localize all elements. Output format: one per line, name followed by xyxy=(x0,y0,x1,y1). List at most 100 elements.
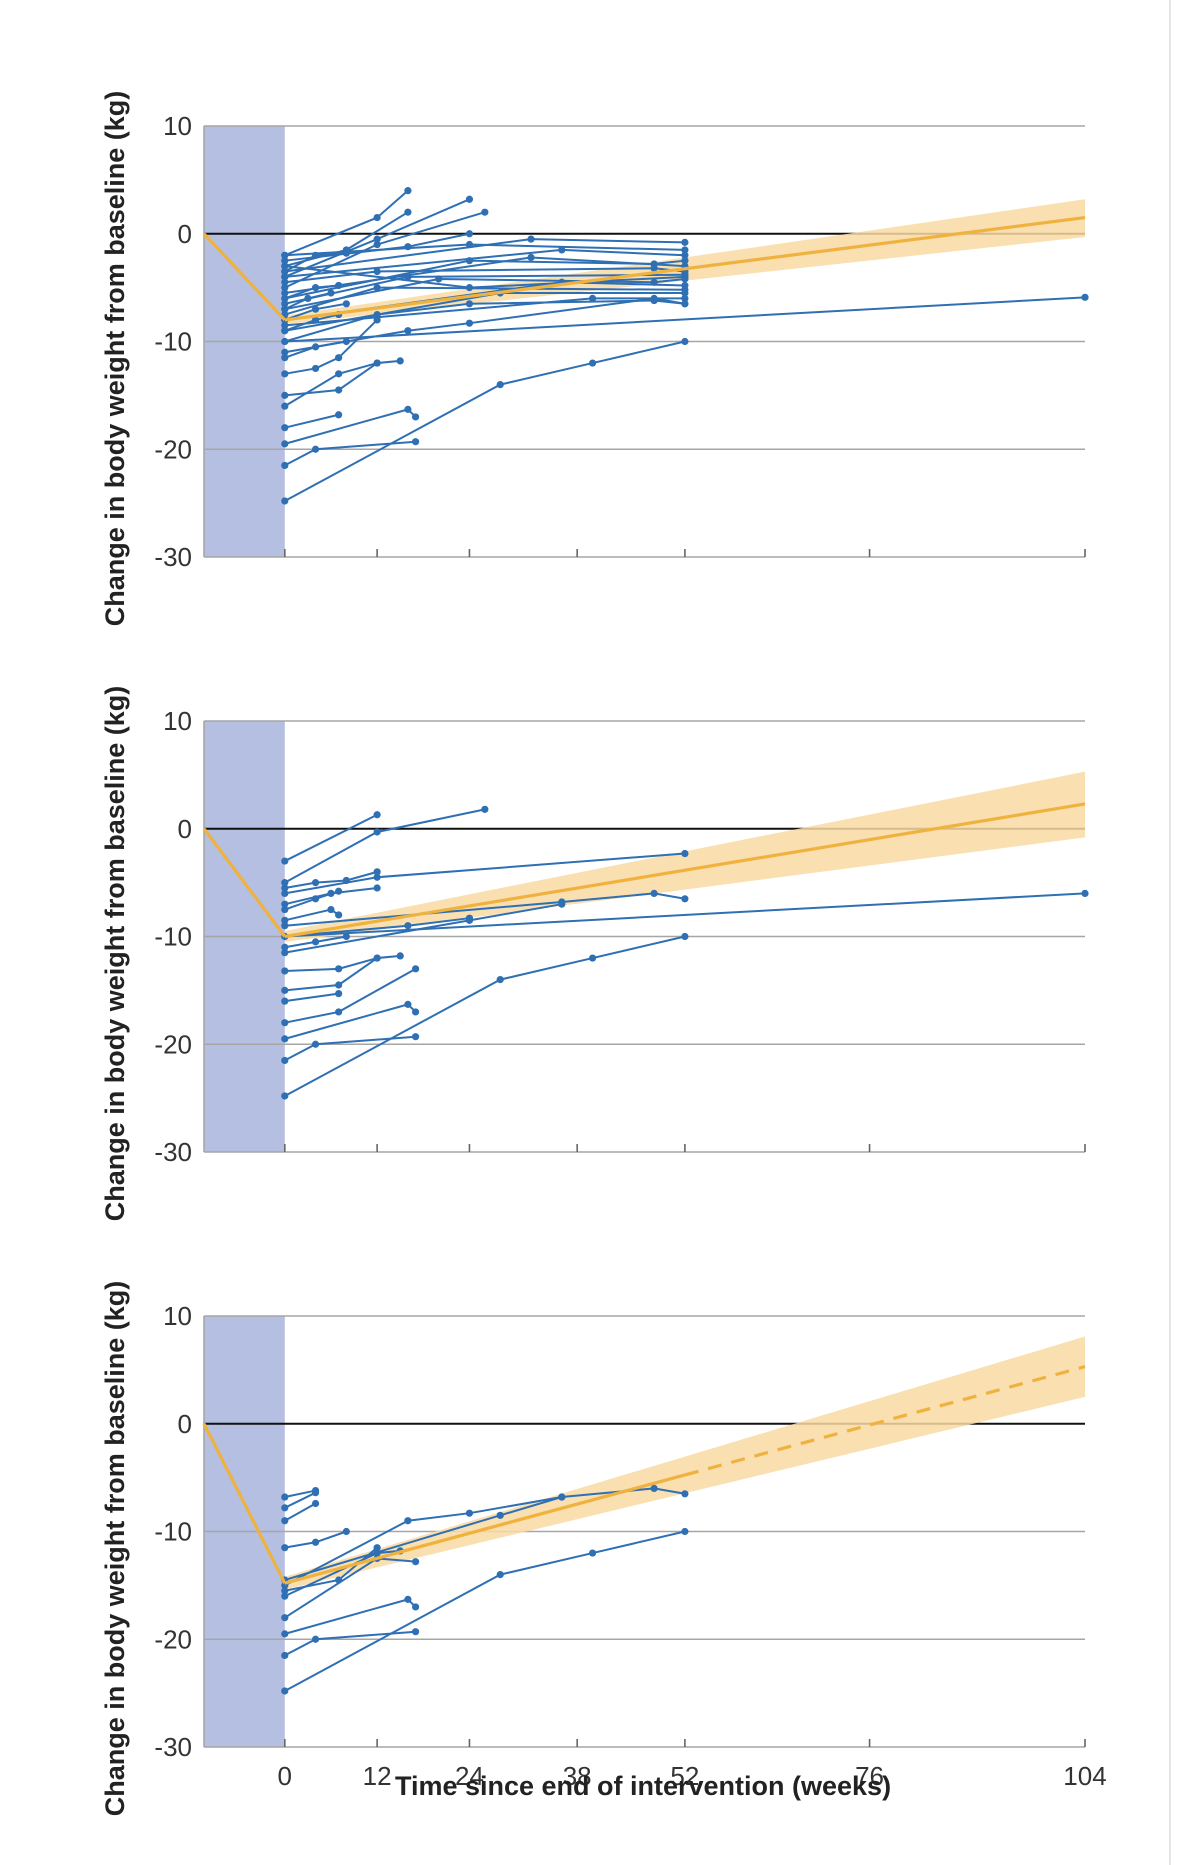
participant-point xyxy=(404,922,412,930)
participant-point xyxy=(281,284,289,292)
participant-point xyxy=(281,1504,289,1512)
x-tick-label: 52 xyxy=(670,1761,699,1791)
participant-point xyxy=(281,922,289,930)
y-axis-title: Change in body weight from baseline (kg) xyxy=(100,686,130,1222)
participant-point xyxy=(281,967,289,975)
y-tick-label: 10 xyxy=(163,706,192,736)
y-tick-label: -30 xyxy=(154,1732,192,1762)
y-tick-label: 10 xyxy=(163,1301,192,1331)
participant-line xyxy=(284,992,339,1003)
participant-point xyxy=(681,895,689,903)
participant-point xyxy=(650,264,658,272)
participant-point xyxy=(281,300,289,308)
participant-point xyxy=(335,1008,343,1016)
plot-panel-1: 10 0 -10 -20 -30 Change in body weight from b… xyxy=(100,91,1089,627)
participant-point xyxy=(311,364,320,373)
participant-point xyxy=(681,238,689,246)
participant-point xyxy=(281,278,289,286)
participant-point xyxy=(281,348,289,356)
participant-point xyxy=(281,337,289,346)
participant-point xyxy=(558,900,566,908)
participant-point xyxy=(465,914,474,922)
participant-point xyxy=(465,1509,474,1517)
participant-point xyxy=(588,1549,597,1557)
participant-point xyxy=(681,300,689,308)
participant-point xyxy=(311,1040,320,1048)
participant-point xyxy=(496,1571,504,1579)
participant-point xyxy=(404,1595,412,1603)
participant-point xyxy=(411,413,420,421)
y-axis-title: Change in body weight from baseline (kg) xyxy=(100,91,130,627)
participant-point xyxy=(411,1603,420,1611)
participant-point xyxy=(411,1558,420,1566)
participant-point xyxy=(1081,293,1089,301)
participant-point xyxy=(588,294,597,302)
participant-line xyxy=(284,413,339,429)
participant-point xyxy=(281,289,289,297)
participant-point xyxy=(342,300,350,308)
participant-point xyxy=(281,997,289,1005)
participant-point xyxy=(342,932,350,941)
participant-point xyxy=(335,386,343,394)
participant-point xyxy=(281,424,289,432)
participant-point xyxy=(281,1614,289,1622)
participant-point xyxy=(281,321,289,329)
participant-line xyxy=(284,813,378,862)
participant-point xyxy=(650,294,658,302)
participant-line xyxy=(284,954,401,972)
participant-point xyxy=(281,900,289,908)
participant-point xyxy=(281,905,289,914)
participant-point xyxy=(311,316,320,324)
participant-point xyxy=(311,879,320,887)
participant-point xyxy=(1081,889,1089,898)
participant-point xyxy=(373,240,381,249)
participant-point xyxy=(404,273,412,281)
participant-line xyxy=(284,362,378,408)
trend-line-regain xyxy=(284,216,1086,322)
participant-point xyxy=(411,965,420,973)
participant-point xyxy=(681,849,689,858)
participant-point xyxy=(481,805,489,813)
participant-point xyxy=(342,337,350,346)
participant-point xyxy=(373,359,381,367)
participant-point xyxy=(311,1499,320,1508)
participant-line xyxy=(284,278,685,311)
participant-point xyxy=(681,337,689,346)
confidence-band xyxy=(284,1336,1085,1590)
participant-point xyxy=(311,895,320,903)
participant-point xyxy=(404,1517,412,1525)
y-tick-label: -20 xyxy=(154,434,192,464)
participant-point xyxy=(496,381,504,389)
participant-point xyxy=(281,1587,289,1595)
participant-point xyxy=(681,1527,689,1536)
participant-point xyxy=(335,981,343,989)
y-tick-label: -10 xyxy=(154,1517,192,1547)
y-tick-label: -20 xyxy=(154,1029,192,1059)
participant-point xyxy=(411,1033,420,1041)
participant-point xyxy=(281,1630,289,1638)
participant-point xyxy=(404,208,412,216)
participant-point xyxy=(281,257,289,265)
y-tick-label: -30 xyxy=(154,1137,192,1167)
trend-line-regain xyxy=(284,802,1086,939)
participant-line xyxy=(284,870,378,889)
participant-point xyxy=(281,1056,289,1065)
participant-point xyxy=(281,267,289,276)
participant-point xyxy=(404,187,412,195)
participant-point xyxy=(281,1019,289,1027)
participant-series xyxy=(281,1484,689,1695)
participant-point xyxy=(281,262,289,270)
participant-point xyxy=(335,965,343,973)
participant-point xyxy=(281,889,289,898)
participant-point xyxy=(681,251,689,259)
x-tick-label: 0 xyxy=(278,1761,292,1791)
participant-point xyxy=(311,1538,320,1546)
participant-point xyxy=(281,461,289,470)
participant-point xyxy=(373,954,381,962)
participant-point xyxy=(373,828,381,836)
participant-point xyxy=(481,208,489,216)
participant-point xyxy=(373,316,381,324)
participant-point xyxy=(281,884,289,892)
participant-point xyxy=(396,357,404,365)
